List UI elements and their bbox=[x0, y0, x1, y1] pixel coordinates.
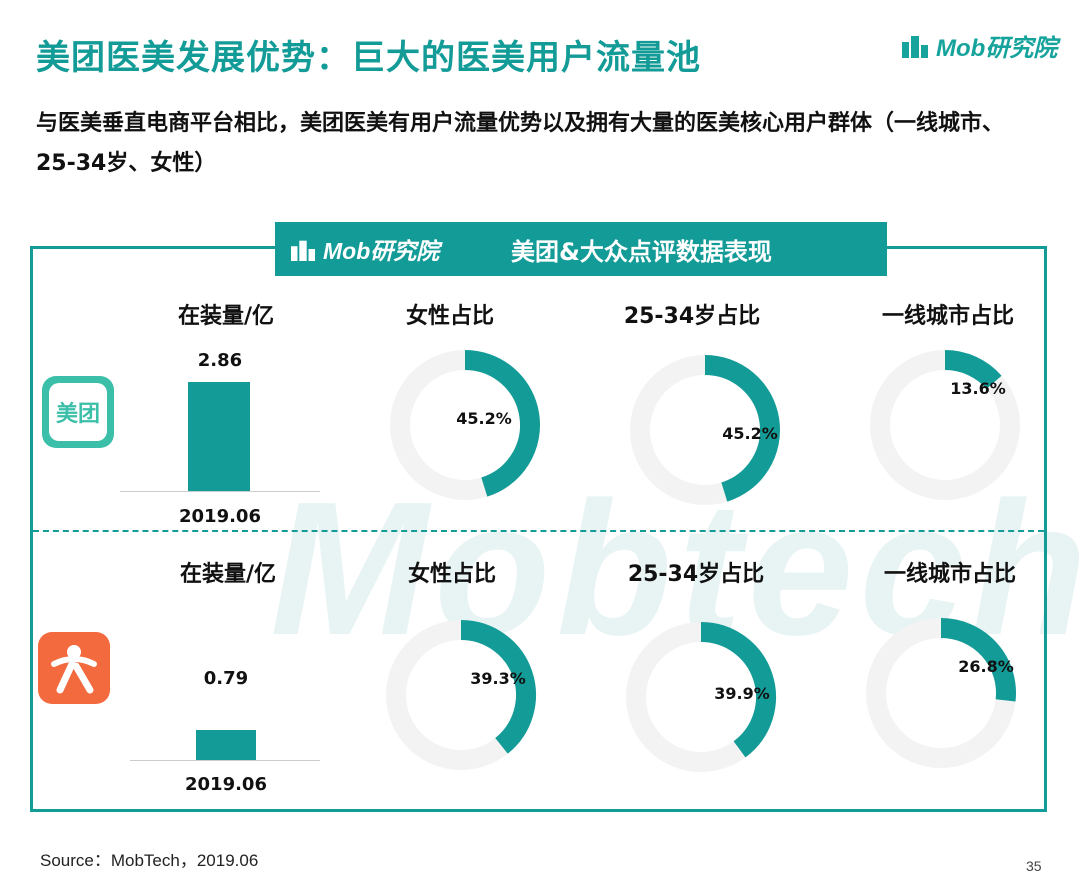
banner-logo: Mob研究院 bbox=[289, 232, 479, 266]
bar-category-label: 2019.06 bbox=[179, 506, 261, 527]
chart-title-age: 25-34岁占比 bbox=[627, 562, 765, 587]
donut-tier1-meituan: 13.6% bbox=[870, 350, 1020, 500]
donut-value-label: 39.9% bbox=[714, 684, 770, 703]
banner-logo-text: Mob研究院 bbox=[323, 238, 440, 264]
meituan-app-icon: 美团 bbox=[42, 376, 114, 448]
row-divider bbox=[33, 530, 1044, 532]
donut-arc bbox=[704, 355, 780, 502]
meituan-icon-text: 美团 bbox=[49, 383, 107, 441]
bar-baseline bbox=[120, 491, 320, 492]
donut-value-label: 45.2% bbox=[722, 424, 778, 443]
chart-title-installs: 在装量/亿 bbox=[177, 304, 275, 329]
donut-female-dianping: 39.3% bbox=[386, 620, 536, 770]
donut-value-label: 26.8% bbox=[958, 657, 1014, 676]
bar-value-label: 0.79 bbox=[203, 668, 249, 689]
chart-title-tier1: 一线城市占比 bbox=[883, 562, 1016, 587]
donut-arc bbox=[944, 350, 1002, 390]
bar-installs-dianping bbox=[196, 729, 256, 760]
bar-installs-meituan bbox=[188, 382, 250, 491]
donut-arc bbox=[940, 618, 1016, 702]
source-note: Source：MobTech，2019.06 bbox=[40, 851, 259, 870]
donut-arc bbox=[460, 620, 536, 754]
bar-category-label: 2019.06 bbox=[185, 774, 267, 795]
dianping-app-icon bbox=[38, 632, 110, 704]
chart-title-female: 女性占比 bbox=[407, 562, 496, 587]
chart-title-tier1: 一线城市占比 bbox=[881, 304, 1014, 329]
page-number: 35 bbox=[1026, 858, 1042, 874]
page-subtitle: 与医美垂直电商平台相比，美团医美有用户流量优势以及拥有大量的医美核心用户群体（一… bbox=[36, 111, 1005, 176]
donut-age-dianping: 39.9% bbox=[626, 622, 776, 772]
chart-title-age: 25-34岁占比 bbox=[623, 304, 761, 329]
building-logo-icon bbox=[902, 36, 928, 58]
donut-arc bbox=[700, 622, 776, 758]
bar-baseline bbox=[130, 760, 320, 761]
mob-brand-logo: Mob研究院 bbox=[900, 28, 1060, 62]
banner-title: 美团&大众点评数据表现 bbox=[511, 237, 772, 266]
donut-tier1-dianping: 26.8% bbox=[866, 618, 1016, 768]
donut-age-meituan: 45.2% bbox=[630, 355, 780, 505]
chart-title-female: 女性占比 bbox=[405, 304, 494, 329]
dianping-person-icon bbox=[51, 645, 97, 694]
donut-value-label: 45.2% bbox=[456, 409, 512, 428]
donut-value-label: 13.6% bbox=[950, 379, 1006, 398]
brand-name: Mob研究院 bbox=[936, 34, 1058, 62]
chart-title-installs: 在装量/亿 bbox=[179, 562, 277, 587]
panel-banner: Mob研究院 美团&大众点评数据表现 bbox=[275, 222, 887, 276]
donut-female-meituan: 45.2% bbox=[390, 350, 540, 500]
building-logo-icon bbox=[291, 240, 315, 261]
bar-value-label: 2.86 bbox=[197, 350, 243, 371]
page-title: 美团医美发展优势：巨大的医美用户流量池 bbox=[36, 38, 701, 78]
donut-value-label: 39.3% bbox=[470, 669, 526, 688]
donut-arc bbox=[464, 350, 540, 497]
